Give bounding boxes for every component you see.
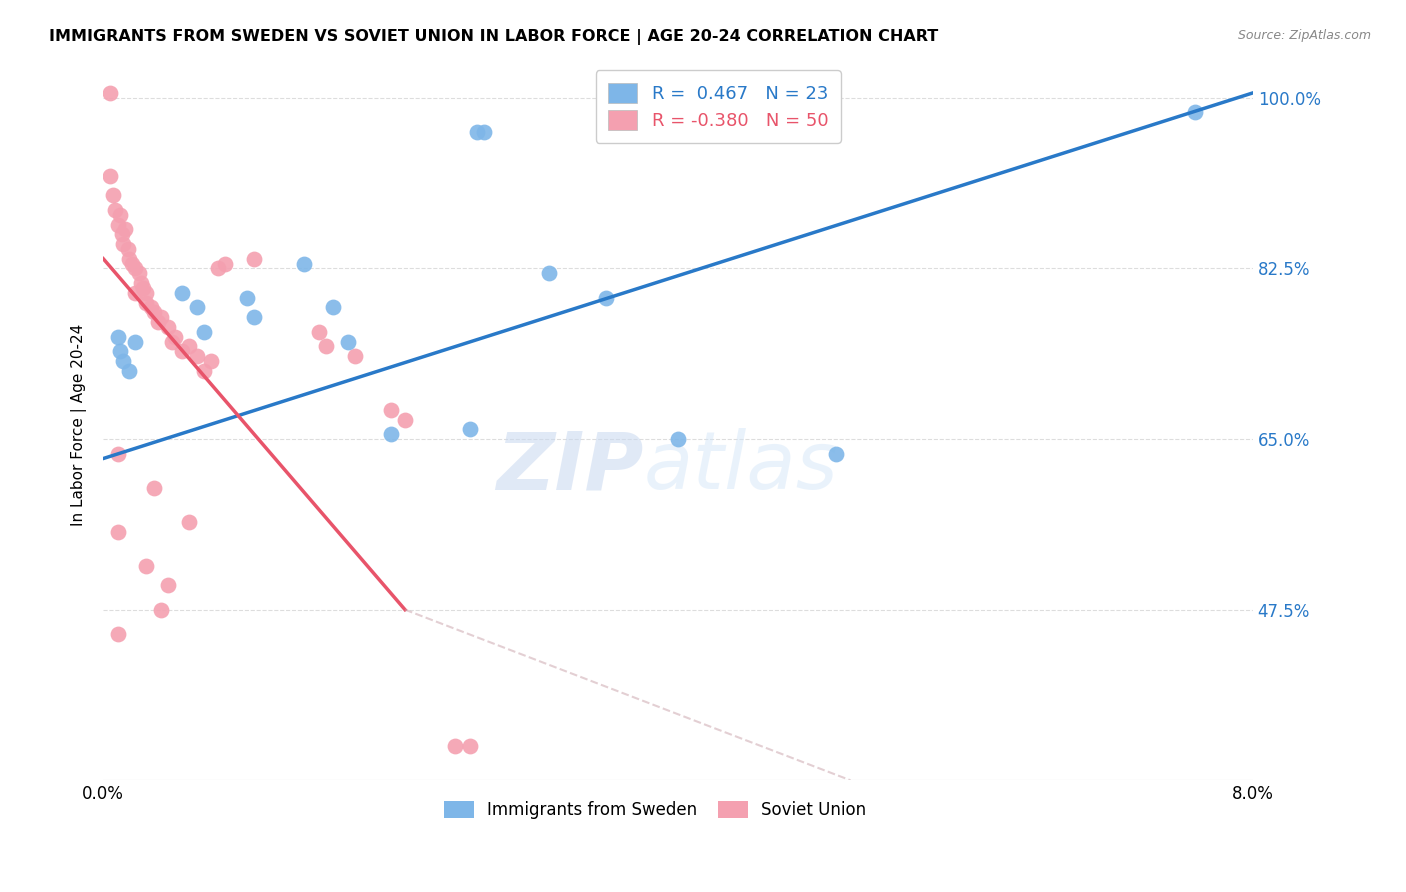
Point bbox=[186, 301, 208, 315]
Point bbox=[128, 266, 150, 280]
Point bbox=[465, 125, 488, 139]
Point bbox=[129, 276, 152, 290]
Point bbox=[135, 285, 157, 300]
Point bbox=[146, 315, 169, 329]
Point bbox=[292, 256, 315, 270]
Point bbox=[104, 202, 127, 217]
Point bbox=[236, 291, 259, 305]
Point bbox=[172, 344, 194, 359]
Point bbox=[193, 364, 215, 378]
Point bbox=[343, 349, 366, 363]
Point bbox=[139, 301, 162, 315]
Point bbox=[458, 422, 481, 436]
Point bbox=[107, 627, 129, 641]
Point bbox=[380, 402, 402, 417]
Point bbox=[165, 329, 187, 343]
Point bbox=[179, 339, 201, 353]
Point bbox=[100, 169, 122, 183]
Point bbox=[121, 256, 143, 270]
Point bbox=[179, 515, 201, 529]
Point bbox=[825, 447, 848, 461]
Point bbox=[107, 329, 129, 343]
Point bbox=[172, 285, 194, 300]
Point bbox=[1184, 105, 1206, 120]
Point bbox=[666, 432, 689, 446]
Point bbox=[472, 125, 495, 139]
Point bbox=[142, 481, 165, 495]
Point bbox=[132, 281, 155, 295]
Point bbox=[537, 266, 560, 280]
Point bbox=[135, 295, 157, 310]
Point bbox=[112, 354, 135, 368]
Point bbox=[243, 252, 266, 266]
Point bbox=[380, 427, 402, 442]
Text: atlas: atlas bbox=[644, 428, 838, 506]
Point bbox=[110, 344, 132, 359]
Point bbox=[193, 325, 215, 339]
Point bbox=[103, 188, 125, 202]
Text: ZIP: ZIP bbox=[496, 428, 644, 506]
Point bbox=[124, 285, 146, 300]
Point bbox=[458, 739, 481, 754]
Point bbox=[394, 412, 416, 426]
Y-axis label: In Labor Force | Age 20-24: In Labor Force | Age 20-24 bbox=[72, 323, 87, 525]
Point bbox=[308, 325, 330, 339]
Point bbox=[114, 222, 136, 236]
Point bbox=[156, 319, 179, 334]
Point bbox=[124, 334, 146, 349]
Point bbox=[112, 237, 135, 252]
Point bbox=[444, 739, 467, 754]
Text: Source: ZipAtlas.com: Source: ZipAtlas.com bbox=[1237, 29, 1371, 42]
Point bbox=[117, 242, 139, 256]
Point bbox=[322, 301, 344, 315]
Legend: Immigrants from Sweden, Soviet Union: Immigrants from Sweden, Soviet Union bbox=[437, 794, 873, 825]
Point bbox=[156, 578, 179, 592]
Point bbox=[124, 261, 146, 276]
Point bbox=[214, 256, 236, 270]
Point bbox=[107, 447, 129, 461]
Point bbox=[200, 354, 222, 368]
Point bbox=[111, 227, 134, 242]
Point bbox=[142, 305, 165, 319]
Point bbox=[186, 349, 208, 363]
Point bbox=[107, 218, 129, 232]
Point bbox=[149, 310, 172, 325]
Point bbox=[107, 524, 129, 539]
Point bbox=[118, 364, 141, 378]
Point bbox=[135, 558, 157, 573]
Point bbox=[207, 261, 229, 276]
Point bbox=[336, 334, 359, 349]
Text: IMMIGRANTS FROM SWEDEN VS SOVIET UNION IN LABOR FORCE | AGE 20-24 CORRELATION CH: IMMIGRANTS FROM SWEDEN VS SOVIET UNION I… bbox=[49, 29, 938, 45]
Point bbox=[243, 310, 266, 325]
Point bbox=[160, 334, 183, 349]
Point bbox=[100, 86, 122, 100]
Point bbox=[315, 339, 337, 353]
Point bbox=[149, 602, 172, 616]
Point bbox=[595, 291, 617, 305]
Point bbox=[118, 252, 141, 266]
Point bbox=[110, 208, 132, 222]
